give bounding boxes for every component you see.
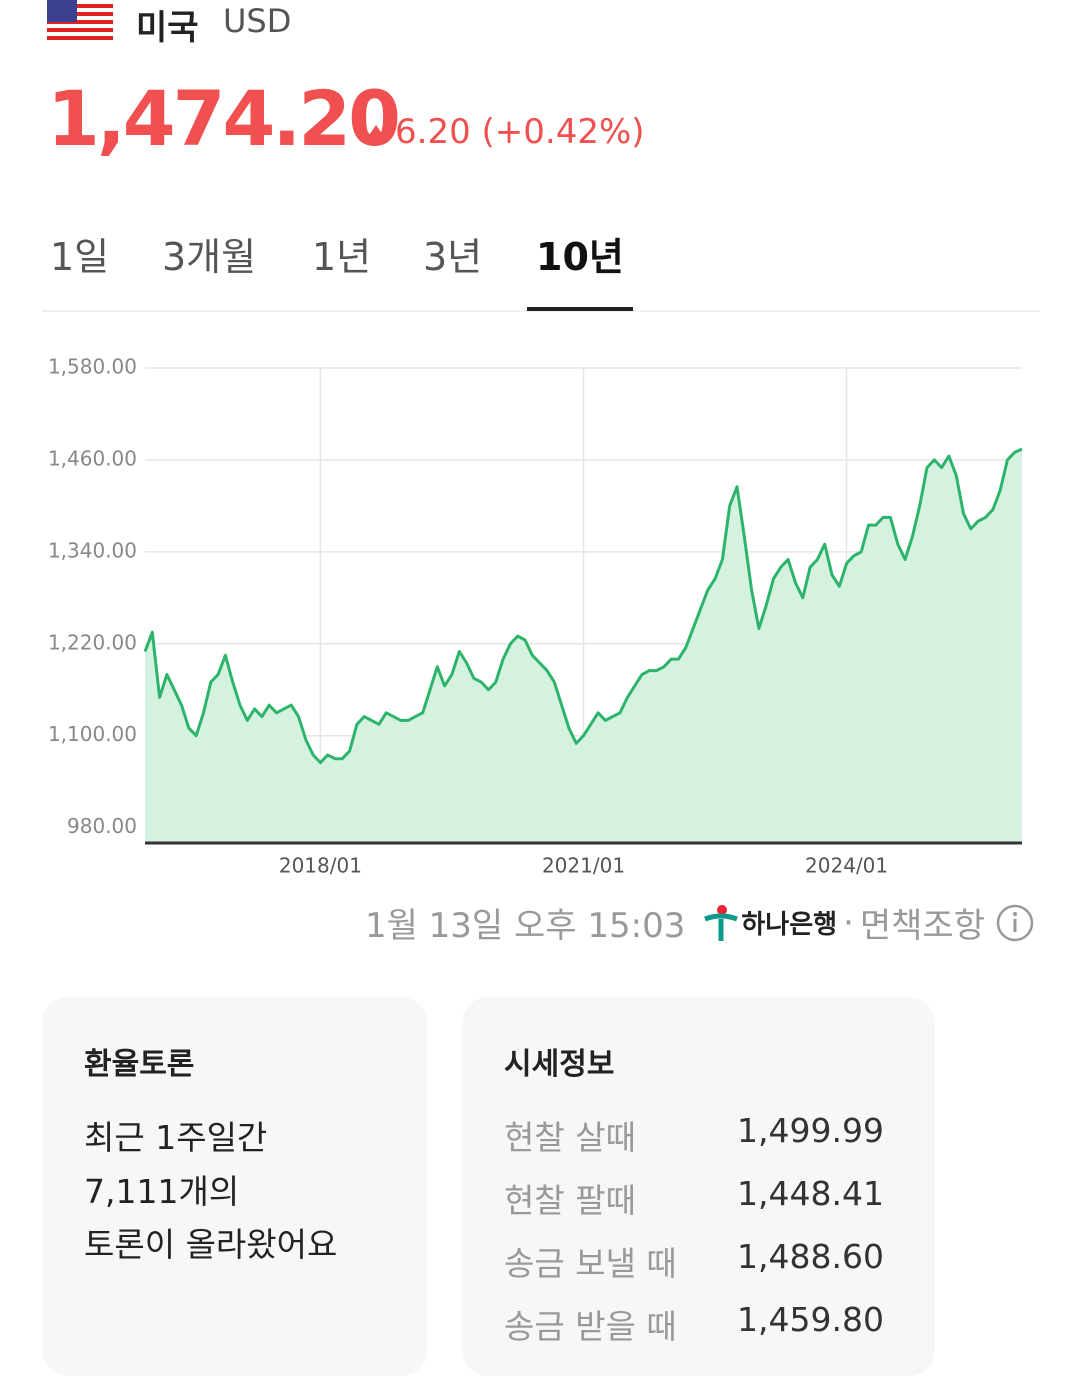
bank-name: 하나은행 (741, 910, 838, 940)
y-tick-label: 1,100.00 (48, 722, 137, 746)
row-label: 송금 보낼 때 (504, 1244, 677, 1283)
card-text: 최근 1주일간 (84, 1118, 268, 1157)
info-icon[interactable] (995, 903, 1035, 943)
disclaimer[interactable]: 면책조항 (859, 906, 985, 946)
line (143, 447, 1023, 765)
tab[interactable]: 3년 (423, 235, 483, 279)
flag (47, 0, 113, 40)
x-tick-label: 2018/01 (279, 854, 362, 878)
tab[interactable]: 1년 (312, 235, 372, 279)
rate: 1,474.20 (47, 74, 401, 163)
discussion-card[interactable]: 환율토론 최근 1주일간 7,111개의 토론이 올라왔어요 (42, 997, 427, 1376)
separator: · (843, 902, 854, 943)
card-title: 환율토론 (84, 1047, 195, 1082)
x-tick-label: 2024/01 (805, 854, 888, 878)
change: 6.20 (+0.42%) (395, 112, 645, 152)
card-text: 토론이 올라왔어요 (84, 1225, 338, 1264)
row-label: 현찰 살때 (504, 1118, 636, 1157)
y-tick-label: 1,460.00 (48, 446, 137, 470)
up-arrow (367, 125, 385, 138)
currency: USD (223, 2, 292, 40)
y-tick-label: 980.00 (67, 814, 137, 838)
tab[interactable]: 3개월 (162, 235, 257, 279)
country: 미국 (136, 8, 199, 48)
y-tick-label: 1,580.00 (48, 355, 137, 379)
tab[interactable]: 10년 (536, 235, 624, 279)
row-label: 현찰 팔때 (504, 1181, 636, 1220)
quote-card: 시세정보 현찰 살때 1,499.99 현찰 팔때 1,448.41 송금 보낼… (462, 997, 935, 1376)
footer: 1월 13일 오후 15:03 하나은행 · 면책조항 (365, 898, 1035, 947)
timestamp: 1월 13일 오후 15:03 (364, 906, 686, 946)
y-tick-label: 1,340.00 (48, 538, 137, 562)
row-value: 1,488.60 (737, 1237, 884, 1276)
row-value: 1,459.80 (737, 1300, 884, 1339)
row-label: 송금 받을 때 (504, 1307, 677, 1346)
divider (42, 310, 1040, 312)
area (145, 449, 1022, 843)
y-tick-label: 1,220.00 (48, 630, 137, 654)
row-value: 1,448.41 (737, 1174, 884, 1213)
row-value: 1,499.99 (737, 1111, 884, 1150)
bank-logo (704, 904, 739, 941)
tab-underline (527, 307, 633, 311)
x-tick-label: 2021/01 (542, 854, 625, 878)
card-title: 시세정보 (504, 1047, 615, 1082)
chart: 980.00 1,100.00 1,220.00 1,340.00 1,460.00 1,… (48, 355, 1023, 878)
tab[interactable]: 1일 (50, 235, 110, 279)
card-text: 7,111개의 (84, 1172, 240, 1211)
